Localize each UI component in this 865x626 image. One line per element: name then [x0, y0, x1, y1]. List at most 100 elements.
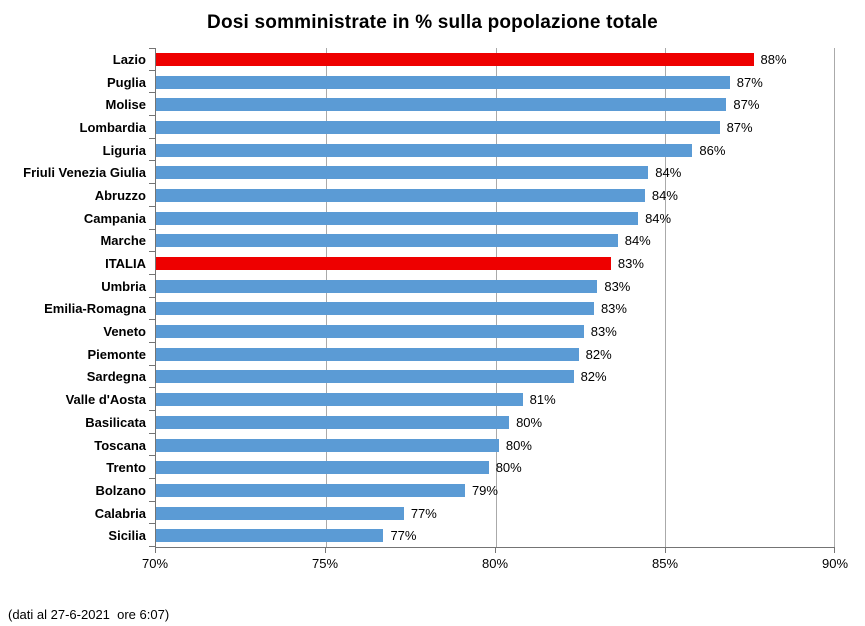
value-label: 82% — [580, 369, 607, 385]
category-label: Basilicata — [85, 414, 146, 430]
bar-row: Molise 87% — [106, 93, 835, 116]
category-label: Lazio — [112, 51, 146, 67]
value-label: 83% — [604, 278, 631, 294]
bar-row: Puglia 87% — [107, 71, 835, 94]
bar-row: Liguria 86% — [103, 139, 835, 162]
value-label: 87% — [733, 97, 760, 113]
bar — [156, 211, 639, 225]
bar-row: Bolzano 79% — [95, 479, 835, 502]
bar — [156, 438, 499, 452]
category-label: Puglia — [106, 74, 146, 90]
bar-row: Emilia-Romagna 83% — [44, 298, 835, 321]
value-label: 81% — [529, 392, 556, 408]
category-label: Abruzzo — [94, 187, 146, 203]
bar-row: Campania 84% — [84, 207, 835, 230]
category-label: Marche — [100, 233, 146, 249]
bar-row: Trento 80% — [106, 456, 835, 479]
bar-row: Toscana 80% — [94, 434, 835, 457]
category-label: Calabria — [94, 505, 146, 521]
category-label: Bolzano — [95, 482, 146, 498]
gridline-80 — [495, 48, 497, 547]
value-label: 87% — [726, 119, 753, 135]
bar-row: Friuli Venezia Giulia 84% — [23, 161, 835, 184]
x-axis-tick — [834, 548, 835, 553]
x-axis-tick — [665, 548, 666, 553]
category-label: Sicilia — [108, 528, 146, 544]
bar-row: Basilicata 80% — [85, 411, 835, 434]
x-axis-tick — [325, 548, 326, 553]
chart-title: Dosi somministrate in % sulla popolazion… — [207, 12, 658, 33]
x-axis-tick — [155, 548, 156, 553]
gridline-75 — [325, 48, 327, 547]
footnote-date: (dati al 27-6-2021 ore 6:07) — [8, 607, 170, 622]
value-label: 83% — [617, 256, 644, 272]
bar-row: Calabria 77% — [95, 502, 835, 525]
bar-row: Abruzzo 84% — [95, 184, 835, 207]
bar-row: Piemonte 82% — [87, 343, 835, 366]
bar — [156, 120, 720, 134]
bar — [156, 393, 523, 407]
x-axis-label: 85% — [651, 556, 679, 571]
category-label: Emilia-Romagna — [44, 301, 146, 317]
bar — [156, 483, 465, 497]
bar-row: Lazio 88% — [113, 48, 835, 71]
bar-row: Valle d'Aosta 81% — [66, 388, 835, 411]
bar-row: Umbria 83% — [101, 275, 835, 298]
value-label: 84% — [624, 233, 651, 249]
value-label: 80% — [505, 437, 532, 453]
value-label: 84% — [651, 187, 678, 203]
bar — [156, 279, 598, 293]
x-axis-label: 75% — [311, 556, 339, 571]
gridline-90 — [834, 48, 835, 547]
bar-row: Veneto 83% — [103, 320, 835, 343]
bar — [156, 166, 649, 180]
bar — [156, 188, 645, 202]
value-label: 88% — [760, 51, 787, 67]
category-label: Valle d'Aosta — [65, 392, 146, 408]
bar — [156, 461, 489, 475]
category-label: Molise — [105, 97, 146, 113]
category-label: Sardegna — [86, 369, 146, 385]
value-label: 80% — [495, 460, 522, 476]
category-label: Liguria — [102, 142, 146, 158]
value-label: 77% — [410, 505, 437, 521]
bar — [156, 234, 618, 248]
category-label: Campania — [83, 210, 146, 226]
value-label: 82% — [585, 346, 612, 362]
x-axis-label: 70% — [141, 556, 169, 571]
category-label: Friuli Venezia Giulia — [23, 165, 146, 181]
footnote: (dati al 27-6-2021 ore 6:07) Fonte elabo… — [8, 570, 242, 626]
bar — [156, 506, 404, 520]
value-label: 84% — [655, 165, 682, 181]
category-label: Trento — [106, 460, 146, 476]
bar — [156, 143, 693, 157]
bar — [156, 529, 384, 543]
bar — [156, 257, 611, 271]
value-label: 83% — [590, 324, 617, 340]
x-axis-label: 80% — [481, 556, 509, 571]
bar-row: Lombardia 87% — [80, 116, 835, 139]
bar — [156, 370, 574, 384]
bar-row: ITALIA 83% — [105, 252, 835, 275]
gridline-85 — [665, 48, 667, 547]
category-label: Umbria — [101, 278, 146, 294]
value-label: 79% — [471, 482, 498, 498]
plot-area: Lazio 88% Puglia 87% Molise 87% Lombardi… — [23, 48, 835, 548]
bar — [156, 415, 510, 429]
bar — [156, 52, 754, 66]
x-axis-tick — [495, 548, 496, 553]
bar — [156, 347, 579, 361]
bar-row: Sicilia 77% — [108, 524, 835, 547]
bar — [156, 98, 727, 112]
category-label: Veneto — [103, 324, 146, 340]
bar — [156, 302, 594, 316]
value-label: 77% — [390, 528, 417, 544]
bar-row: Sardegna 82% — [87, 366, 835, 389]
value-label: 83% — [600, 301, 627, 317]
bar — [156, 75, 730, 89]
value-label: 86% — [699, 142, 726, 158]
category-label: ITALIA — [105, 256, 146, 272]
x-axis-label: 90% — [821, 556, 849, 571]
bar-row: Marche 84% — [100, 230, 835, 253]
